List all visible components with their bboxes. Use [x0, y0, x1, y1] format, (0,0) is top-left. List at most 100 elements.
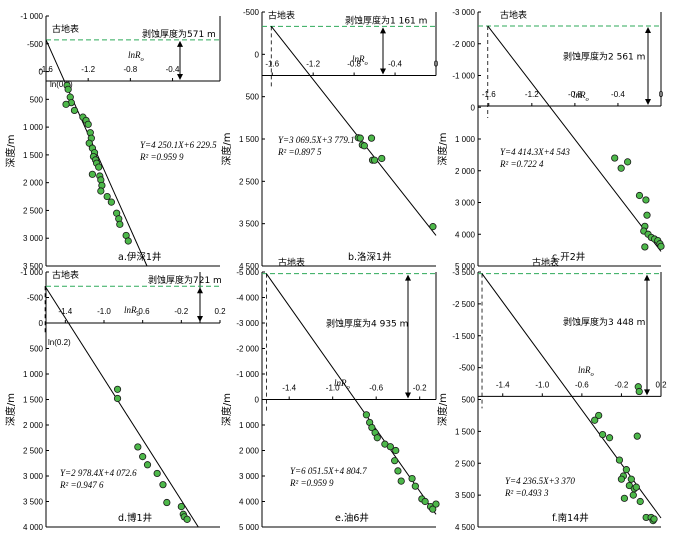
- y-tick-label: 2 500: [239, 177, 260, 186]
- x-tick-label: 0.2: [214, 307, 226, 316]
- y-tick-label: -1 000: [236, 370, 259, 379]
- y-tick-label: 5 000: [239, 523, 260, 532]
- y-tick-label: -1 000: [452, 72, 475, 81]
- data-point: [153, 469, 161, 478]
- data-point: [633, 432, 641, 440]
- data-point: [641, 243, 649, 251]
- data-point: [386, 443, 394, 451]
- data-point: [625, 481, 633, 490]
- data-point: [620, 494, 629, 502]
- ln-marker-label: ln(0.2): [50, 80, 73, 89]
- data-point: [62, 100, 70, 108]
- data-point: [408, 474, 416, 483]
- data-point: [429, 505, 437, 513]
- y-tick-label: -3 500: [452, 268, 475, 277]
- data-point: [411, 482, 419, 490]
- y-tick-label: 2 000: [23, 421, 44, 430]
- x-tick-label: -0.6: [136, 307, 150, 316]
- paleo-surface-label: 古地表: [268, 9, 295, 21]
- regression-equation: Y=2 978.4X+4 072.6: [60, 468, 137, 478]
- regression-line: [265, 273, 437, 515]
- data-point: [391, 457, 399, 465]
- data-point: [84, 120, 92, 128]
- y-tick-label: -4 000: [236, 294, 259, 303]
- data-point: [116, 220, 124, 228]
- x-axis-label: lnRo: [124, 305, 141, 318]
- y-tick-label: 3 000: [455, 199, 476, 208]
- y-tick-label: 0: [255, 396, 260, 405]
- y-tick-label: -5 000: [236, 268, 259, 277]
- y-tick-label: -3 000: [452, 8, 475, 17]
- chart-panel-3: -1 000 -500 0 500 1 000 1 500 2 000 2 500 3 000 3…: [4, 268, 226, 532]
- regression-line: [44, 285, 199, 528]
- x-tick-label: 0.2: [655, 380, 667, 389]
- y-tick-label: 500: [30, 345, 44, 354]
- panel-caption: f.南14井: [552, 512, 589, 524]
- erosion-arrow-head-up: [645, 26, 651, 33]
- y-tick-label: -500: [459, 364, 476, 373]
- r-squared-label: R² =0.959 9: [289, 478, 334, 488]
- data-point: [617, 475, 626, 483]
- x-tick-label: -0.4: [388, 60, 402, 69]
- y-tick-label: 4 500: [455, 523, 476, 532]
- y-tick-label: 0: [255, 50, 260, 59]
- x-tick-label: -0.2: [174, 307, 188, 316]
- ln-marker-label: ln(0.2): [48, 338, 71, 347]
- data-point: [124, 237, 132, 245]
- panel-caption: a.伊深1井: [118, 251, 161, 263]
- y-tick-label: 4 500: [239, 262, 260, 271]
- chart-panel-1: -500 0 500 1 500 2 500 3 500 4 500 -1.6 -1.2 -0.8…: [220, 8, 439, 271]
- data-point: [421, 497, 429, 506]
- data-point: [134, 443, 142, 451]
- data-point: [397, 477, 405, 485]
- data-point: [356, 134, 364, 142]
- data-point: [392, 446, 400, 455]
- y-tick-label: -2 000: [452, 40, 475, 49]
- x-tick-label: -0.8: [568, 90, 582, 99]
- data-point: [143, 461, 152, 469]
- data-point: [591, 416, 599, 424]
- x-tick-label: -0.2: [413, 384, 427, 393]
- panel-caption: c.开2井: [552, 251, 585, 263]
- x-tick-label: -0.6: [575, 380, 589, 389]
- y-tick-label: 0: [471, 103, 476, 112]
- data-point: [642, 196, 650, 204]
- y-tick-label: 500: [246, 93, 260, 102]
- y-tick-label: 2 500: [23, 447, 44, 456]
- x-axis-label: lnRo: [128, 50, 145, 63]
- erosion-thickness-label: 剥蚀厚度为571 m: [142, 28, 216, 40]
- erosion-arrow-head-up: [380, 27, 386, 34]
- erosion-thickness-label: 剥蚀厚度为3 448 m: [563, 316, 645, 328]
- y-tick-label: 1 000: [455, 135, 476, 144]
- x-tick-label: -1.6: [265, 60, 279, 69]
- y-tick-label: 3 000: [23, 234, 44, 243]
- x-tick-label: 0: [659, 90, 664, 99]
- data-point: [605, 434, 614, 442]
- y-tick-label: -500: [27, 294, 44, 303]
- paleo-surface-label: 古地表: [532, 257, 559, 269]
- data-point: [159, 481, 167, 489]
- panel-caption: b.洛深1井: [348, 251, 392, 263]
- data-point: [183, 515, 191, 523]
- chart-panel-5: -3 500 -2 500 -1 500 -500 500 1 500 2 500 3 500…: [436, 257, 667, 532]
- y-tick-label: 2 500: [23, 206, 44, 215]
- r-squared-label: R² =0.897 5: [277, 147, 322, 157]
- erosion-arrow-head-down: [645, 98, 651, 105]
- x-tick-label: -0.6: [369, 384, 383, 393]
- panel-caption: d.博1井: [118, 512, 152, 524]
- data-point: [429, 223, 437, 231]
- y-tick-label: -1 000: [20, 268, 43, 277]
- paleo-surface-label: 古地表: [500, 9, 527, 21]
- y-tick-label: -2 500: [452, 300, 475, 309]
- y-tick-label: 0: [39, 68, 44, 77]
- data-point: [95, 163, 103, 171]
- erosion-thickness-label: 剥蚀厚度为1 161 m: [345, 14, 427, 26]
- x-tick-label: -1.4: [282, 384, 296, 393]
- data-point: [97, 187, 105, 195]
- y-tick-label: -2 000: [236, 345, 259, 354]
- y-tick-label: 4 000: [455, 230, 476, 239]
- erosion-arrow-head-up: [644, 274, 650, 281]
- y-tick-label: -500: [243, 8, 260, 17]
- data-point: [624, 158, 632, 166]
- erosion-arrow-head-down: [177, 74, 183, 80]
